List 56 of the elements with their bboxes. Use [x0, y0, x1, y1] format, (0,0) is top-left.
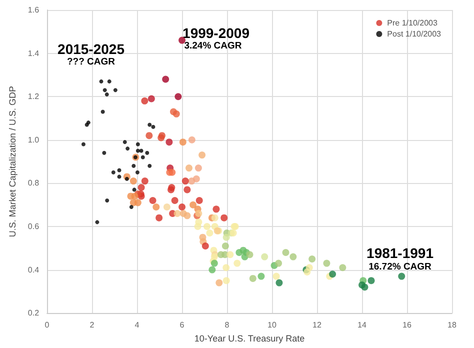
x-tick-label: 18	[448, 320, 457, 330]
point	[139, 148, 144, 153]
point	[140, 155, 145, 160]
y-tick-label: 0.2	[28, 308, 40, 318]
point	[136, 148, 140, 153]
annotation: 3.24% CAGR	[184, 40, 242, 52]
y-tick-label: 0.8	[28, 178, 40, 188]
y-tick-label: 1.2	[28, 92, 40, 102]
point	[126, 146, 130, 151]
point	[105, 198, 110, 203]
annotation: 1981-1991	[366, 245, 434, 261]
annotation: 2015-2025	[58, 41, 125, 57]
y-tick-label: 0.6	[28, 222, 40, 231]
point	[113, 88, 118, 92]
point	[102, 88, 107, 92]
point	[122, 140, 127, 144]
legend-label: Pre 1/10/2003	[387, 18, 438, 28]
point	[148, 122, 152, 127]
point	[117, 174, 122, 179]
point	[102, 150, 106, 155]
point	[132, 188, 136, 192]
x-tick-label: 10	[268, 320, 278, 330]
x-axis-title: 10-Year U.S. Treasury Rate	[194, 334, 305, 344]
point	[95, 220, 100, 224]
point	[136, 142, 140, 146]
legend-label: Post 1/10/2003	[387, 30, 442, 38]
point	[107, 79, 112, 84]
point	[129, 205, 134, 210]
y-tick-label: 1.6	[28, 6, 40, 14]
annotation: 16.72% CAGR	[368, 262, 432, 272]
point	[151, 124, 156, 129]
point	[135, 170, 140, 174]
point	[117, 168, 122, 172]
point	[132, 164, 136, 168]
point	[148, 164, 152, 168]
x-tick-label: 14	[358, 320, 367, 330]
x-tick-label: 12	[312, 320, 322, 330]
y-tick-label: 0.4	[28, 265, 40, 274]
y-tick-label: 1.4	[28, 48, 40, 58]
annotation: 1999-2009	[182, 25, 250, 41]
x-tick-label: 6	[180, 320, 185, 330]
x-tick-label: 8	[224, 320, 230, 330]
y-tick-label: 1.0	[28, 135, 40, 144]
point	[124, 176, 129, 181]
point	[81, 142, 86, 146]
x-tick-label: 16	[402, 320, 412, 330]
x-tick-label: 0	[44, 320, 50, 330]
x-tick-label: 4	[134, 320, 140, 330]
point	[111, 170, 116, 174]
annotation: ??? CAGR	[66, 56, 116, 68]
point	[104, 92, 109, 96]
point	[145, 150, 150, 155]
point	[100, 110, 105, 114]
y-axis-title: U.S. Market Capitalization / U.S. GDP	[8, 86, 18, 238]
x-tick-label: 2	[90, 320, 95, 330]
point	[99, 79, 104, 84]
